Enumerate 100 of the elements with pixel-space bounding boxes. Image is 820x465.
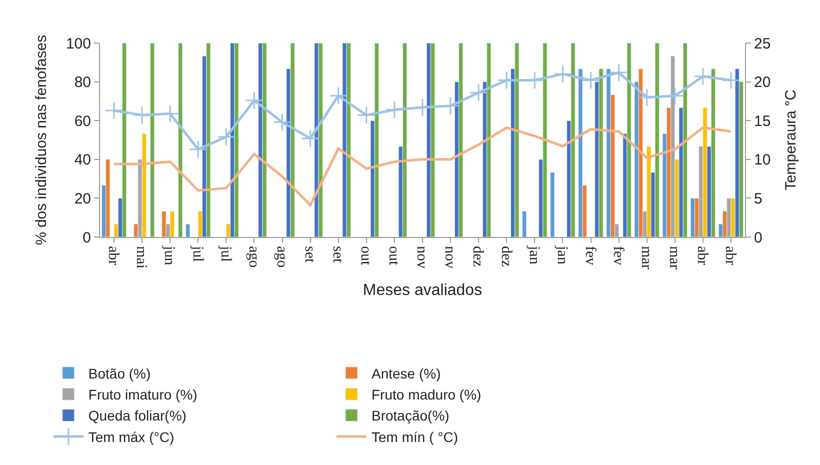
x-tick-label: set	[329, 246, 346, 264]
y2-axis-title: Temperaura °C	[782, 89, 800, 191]
x-tick-label: jun	[161, 245, 178, 266]
bar	[702, 107, 708, 237]
point	[189, 140, 208, 158]
point	[385, 100, 404, 119]
x-tick-label: nov	[414, 246, 430, 269]
y-tick-label: 60	[74, 112, 91, 130]
x-tick-label: abr	[105, 246, 122, 266]
legend-label: Tem mín ( °C)	[372, 428, 458, 445]
y2-tick-label: 0	[754, 229, 762, 246]
bar	[162, 210, 166, 237]
line-series	[112, 126, 732, 206]
y2-tick-label: 10	[754, 152, 771, 169]
x-tick-label: jan	[526, 245, 542, 265]
bar	[578, 68, 583, 237]
point	[217, 128, 236, 146]
point	[245, 91, 264, 110]
legend-label: Botão (%)	[88, 365, 151, 382]
bar	[514, 43, 520, 237]
y-tick-label: 20	[74, 190, 91, 208]
x-tick-label: abr	[694, 246, 710, 266]
y2-tick-label: 15	[754, 112, 771, 130]
point	[273, 113, 292, 132]
bar	[626, 43, 632, 237]
x-tick-label: jul	[189, 245, 206, 262]
legend-label: Brotação(%)	[372, 408, 450, 424]
bar	[150, 43, 155, 237]
bar	[682, 43, 688, 237]
bar	[262, 43, 267, 237]
y2-tick-label: 20	[754, 74, 771, 92]
bar	[342, 43, 347, 237]
point	[413, 98, 432, 117]
x-tick-label: dez	[498, 246, 514, 268]
bar	[206, 43, 211, 237]
bar	[542, 43, 548, 237]
point	[638, 88, 656, 106]
y2-tick-label: 25	[754, 35, 771, 52]
bar	[486, 43, 492, 237]
y2-tick-label: 5	[754, 190, 762, 208]
point	[610, 63, 628, 82]
x-tick-label: fev	[610, 246, 626, 266]
x-tick-label: mai	[133, 246, 150, 268]
bar	[178, 43, 183, 237]
bar	[142, 133, 146, 237]
bar	[290, 43, 295, 237]
bar	[710, 68, 716, 237]
point	[694, 67, 712, 86]
bar	[122, 43, 127, 237]
bar	[606, 68, 611, 237]
x-tick-label: set	[301, 246, 318, 264]
legend-label: Fruto maduro (%)	[372, 386, 482, 403]
bar	[522, 210, 527, 237]
legend-label: Queda foliar(%)	[88, 408, 186, 424]
bar	[646, 146, 652, 237]
bar	[234, 43, 239, 237]
bar	[170, 210, 174, 237]
x-tick-label: nov	[442, 246, 458, 269]
x-tick-label: jan	[554, 245, 570, 265]
bar	[654, 43, 660, 237]
bar	[430, 43, 436, 237]
bar	[402, 43, 408, 237]
point	[301, 129, 320, 148]
x-tick-label: out	[386, 246, 402, 266]
x-tick-label: mar	[666, 246, 682, 270]
bar	[318, 43, 323, 237]
bar	[570, 43, 576, 237]
point	[104, 101, 124, 120]
y-tick-label: 40	[74, 152, 91, 169]
x-tick-label: abr	[722, 246, 738, 266]
x-tick-label: dez	[470, 246, 486, 268]
x-tick-label: ago	[273, 246, 290, 268]
point	[722, 71, 740, 90]
bar	[550, 172, 555, 237]
y-axis-title: % dos individuos nas fenofases	[33, 34, 50, 246]
bar	[638, 68, 643, 237]
point	[357, 106, 376, 124]
x-tick-label: fev	[582, 246, 598, 266]
x-tick-label: out	[358, 246, 374, 266]
y-tick-label: 0	[82, 229, 91, 246]
bar	[186, 224, 190, 237]
bar	[346, 43, 351, 237]
point	[554, 64, 572, 84]
legend-label: Fruto imaturo (%)	[88, 386, 198, 403]
point	[469, 84, 488, 102]
bar	[598, 68, 604, 237]
legend-label: Tem máx (°C)	[88, 428, 174, 445]
bar	[374, 43, 379, 237]
x-tick-label: jul	[217, 245, 234, 262]
legend-label: Antese (%)	[372, 365, 441, 382]
y-tick-label: 80	[74, 74, 91, 92]
point	[160, 104, 180, 123]
x-tick-label: mar	[638, 246, 654, 270]
point	[441, 96, 460, 116]
point	[132, 106, 152, 124]
bar	[106, 159, 110, 237]
point	[329, 86, 348, 105]
x-axis-title: Meses avaliados	[362, 282, 482, 300]
bar	[458, 43, 464, 237]
point	[582, 71, 600, 90]
